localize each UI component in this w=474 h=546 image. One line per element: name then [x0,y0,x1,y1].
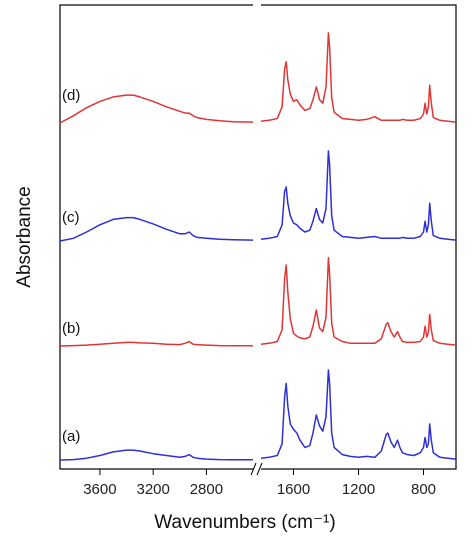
axis-break-slash-right [256,462,263,476]
curve-label-b: (b) [62,320,80,337]
spectrum-line-c-high-region [59,216,254,242]
curve-label-d: (d) [62,87,80,104]
axis-break-gap [253,0,261,478]
spectrum-curves [59,32,457,461]
spectrum-line-d-low-region [260,32,457,123]
y-axis-title: Absorbance [14,186,35,287]
axis-break-slash-left [250,462,257,476]
x-tick-label-1200: 1200 [342,481,375,498]
x-tick-label-800: 800 [411,481,436,498]
x-tick-label-1600: 1600 [277,481,310,498]
spectrum-line-a-low-region [260,369,457,460]
spectrum-line-d-high-region [59,94,254,124]
x-axis-title: Wavenumbers (cm⁻¹) [154,512,335,533]
curve-label-c: (c) [62,209,80,226]
curve-label-a: (a) [62,428,80,445]
spectrum-line-a-high-region [59,449,254,461]
curve-labels: (a) (b) (c) (d) [62,87,80,445]
axis-break-marker [250,0,263,478]
x-axis-ticks: 3600 3200 2800 1600 1200 800 [83,469,436,498]
x-tick-label-3600: 3600 [83,481,116,498]
x-tick-label-2800: 2800 [190,481,223,498]
spectrum-line-b-low-region [260,257,457,346]
spectrum-line-b-high-region [59,340,254,347]
x-tick-label-3200: 3200 [137,481,170,498]
spectrum-line-c-low-region [260,150,457,241]
